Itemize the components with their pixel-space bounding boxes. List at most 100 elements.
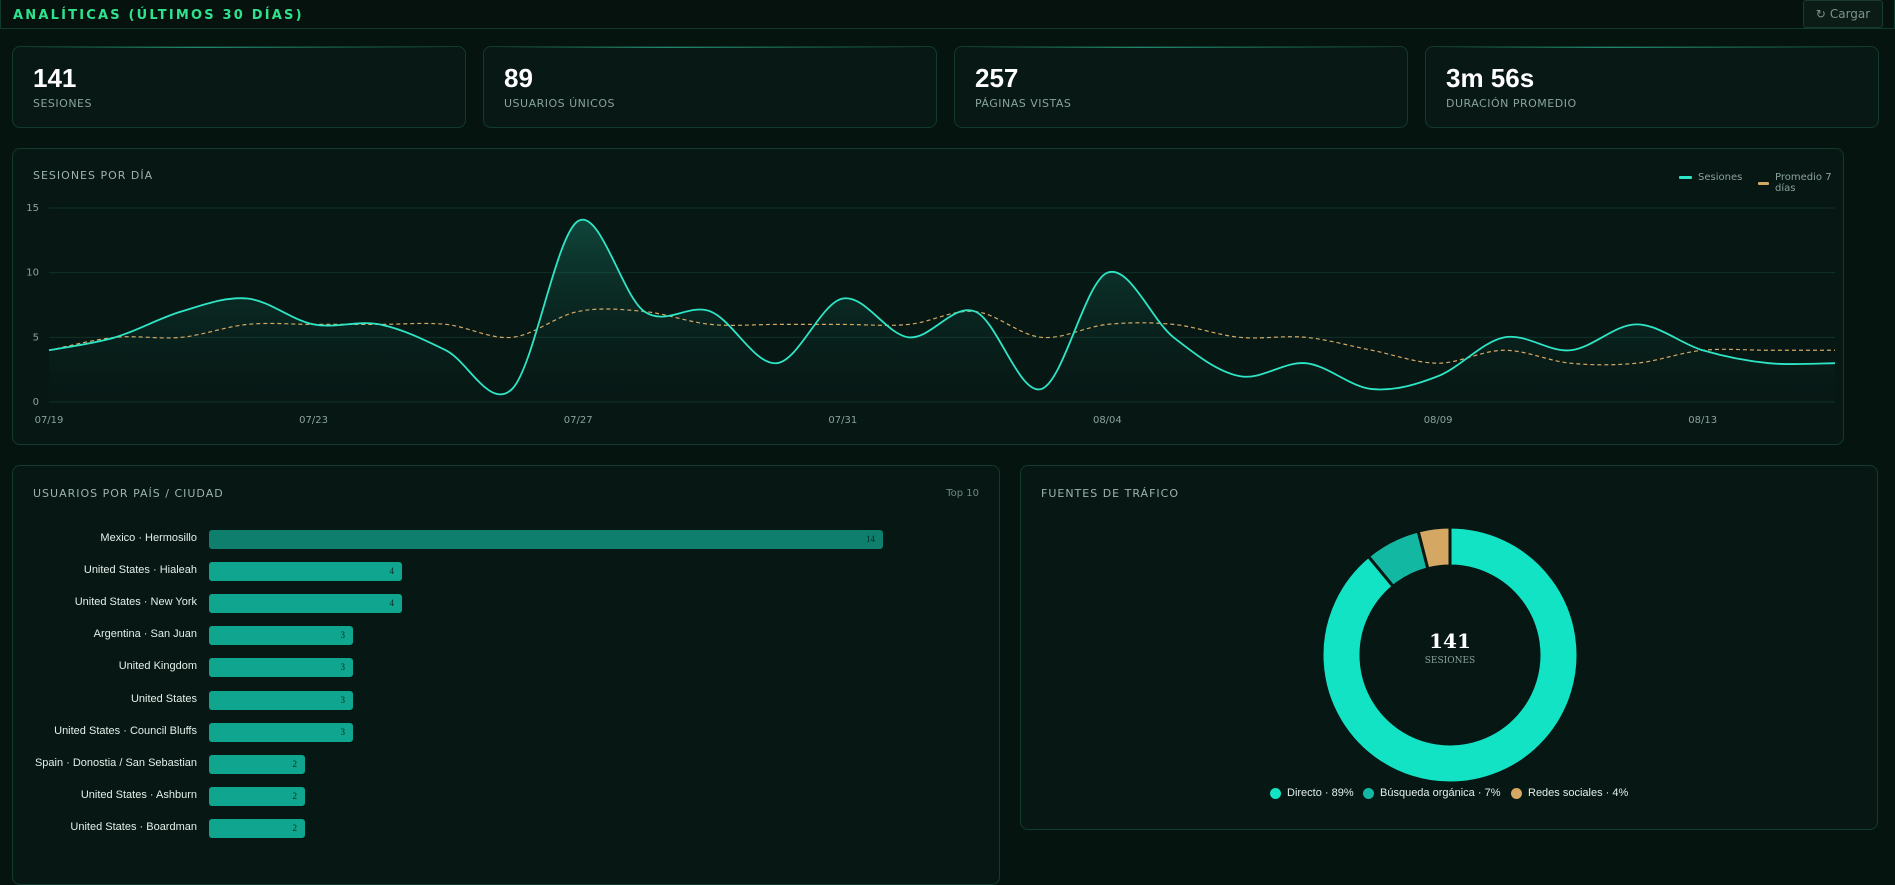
bar: 3 [209,690,353,710]
x-tick-label: 07/23 [299,415,328,426]
bar-label: Mexico · Hermosillo [100,532,197,544]
data-point-average [908,323,910,325]
data-point-sessions [445,349,447,351]
bar-row: United States · Ashburn 2 [13,786,993,807]
data-point-average [577,310,579,312]
bar-row: Spain · Donostia / San Sebastian 2 [13,754,993,775]
bar: 2 [209,786,305,806]
bar: 4 [209,562,402,582]
data-point-average [1834,349,1836,351]
legend-item-average: Promedio 7 días [1758,172,1843,194]
countries-card: USUARIOS POR PAÍS / CIUDAD Top 10 Mexico… [12,465,1000,885]
data-point-average [1635,362,1637,364]
stat-card-sessions: 141 SESIONES [12,46,466,128]
header-bar: ANALÍTICAS (ÚLTIMOS 30 DÍAS) ↻ Cargar [0,0,1895,29]
bar-row: Argentina · San Juan 3 [13,626,993,646]
refresh-button[interactable]: ↻ Cargar [1803,0,1883,28]
data-point-average [842,323,844,325]
data-point-average [1768,349,1770,351]
data-point-sessions [246,297,248,299]
legend-swatch [1758,181,1770,185]
bar-value-label: 2 [292,790,298,801]
stat-value: 257 [975,63,1019,93]
data-point-average [246,323,248,325]
bar-label: Spain · Donostia / San Sebastian [34,756,197,769]
data-point-sessions [1371,388,1373,390]
data-point-sessions [577,220,579,222]
data-point-average [974,310,976,312]
legend-label: Sesiones [1698,172,1743,183]
bar-label: United States · Boardman [70,820,197,833]
legend-dot [1270,787,1281,799]
series-line-sessions [48,218,1836,396]
legend-item-organic: Búsqueda orgánica · 7% [1363,787,1500,799]
bar: 2 [209,818,305,838]
bar: 14 [209,530,883,549]
data-point-sessions [1305,362,1307,364]
y-tick-label: 0 [33,397,39,408]
bar: 2 [209,754,305,774]
data-point-sessions [511,388,513,390]
bar-row: United States · Hialeah 4 [13,562,993,582]
bar: 3 [209,658,353,678]
donut-slice [1320,525,1580,785]
data-point-sessions [1238,375,1240,377]
data-point-sessions [1040,388,1042,390]
bar-row: United States · Boardman 2 [13,818,993,839]
bar-value-label: 4 [389,598,395,609]
top10-badge: Top 10 [946,488,979,499]
stat-card-pageviews: 257 PÁGINAS VISTAS [954,46,1408,128]
data-point-average [1238,336,1240,338]
x-tick-label: 08/13 [1688,415,1717,426]
data-point-average [180,336,182,338]
data-point-average [1503,349,1505,351]
legend-dot [1511,787,1522,799]
data-point-average [643,310,645,312]
series-line-average [48,308,1835,366]
x-tick-label: 07/19 [35,415,64,426]
bar-value-label: 2 [292,758,298,769]
sessions-chart-title: SESIONES POR DÍA [33,169,154,182]
sessions-area [49,219,1835,402]
bar-value-label: 3 [340,630,346,641]
bar-row: United States · New York 4 [13,594,993,614]
legend-label: Búsqueda orgánica · 7% [1380,787,1501,799]
legend-label: Directo · 89% [1287,787,1354,799]
x-tick-label: 07/31 [828,415,857,426]
data-point-sessions [842,297,844,299]
donut-center-value: 141 [1429,629,1471,653]
bar-value-label: 3 [340,694,346,705]
stat-value: 141 [33,63,77,93]
legend-label: Promedio 7 días [1775,172,1832,194]
data-point-average [114,336,116,338]
donut-center-label: SESIONES [1424,656,1476,666]
bar: 3 [209,626,353,646]
data-point-average [709,323,711,325]
bar-row: Mexico · Hermosillo 14 [13,530,993,550]
stat-label: DURACIÓN PROMEDIO [1446,97,1577,110]
bar-label: United Kingdom [118,660,197,673]
bar-row: United States 3 [13,690,993,711]
data-point-average [1702,349,1704,351]
bar-label: United States · Council Bluffs [54,724,197,737]
data-point-sessions [1106,271,1108,273]
x-tick-label: 08/04 [1093,415,1122,426]
data-point-average [1305,336,1307,338]
data-point-sessions [1834,362,1836,364]
sessions-chart-card: SESIONES POR DÍA Sesiones Promedio 7 día… [12,148,1844,445]
bar-label: United States · Ashburn [80,788,197,801]
data-point-average [1569,362,1571,364]
data-point-sessions [180,310,182,312]
legend-item-social: Redes sociales · 4% [1511,787,1628,799]
stat-value: 89 [504,63,533,93]
x-tick-label: 07/27 [564,415,593,426]
stat-value: 3m 56s [1446,63,1535,93]
legend-item-direct: Directo · 89% [1270,787,1354,799]
data-point-average [379,323,381,325]
data-point-sessions [1635,323,1637,325]
data-point-sessions [1569,349,1571,351]
bar-value-label: 3 [340,662,346,673]
stat-card-duration: 3m 56s DURACIÓN PROMEDIO [1425,46,1879,128]
bar-label: United States [130,692,197,705]
bar-value-label: 2 [292,822,298,833]
